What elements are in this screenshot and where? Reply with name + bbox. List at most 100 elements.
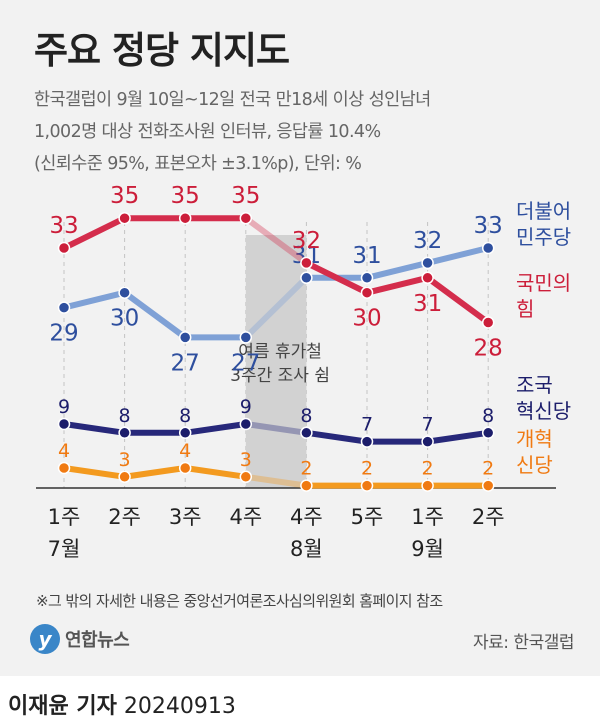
series-1-point bbox=[421, 256, 434, 270]
series-1-data-label: 30 bbox=[110, 306, 139, 332]
series-1-data-label: 32 bbox=[413, 228, 442, 254]
series-3-point bbox=[300, 426, 313, 440]
series-2-data-label: 30 bbox=[352, 306, 381, 332]
series-3-data-label: 7 bbox=[361, 414, 373, 436]
series-4-data-label: 3 bbox=[240, 449, 252, 471]
yonhap-logo-text: 연합뉴스 bbox=[65, 630, 130, 651]
series-1-data-label: 33 bbox=[474, 213, 503, 239]
month-label: 7월 bbox=[48, 537, 81, 561]
series-1-segment bbox=[364, 259, 431, 281]
legend-label: 민주당 bbox=[516, 225, 571, 249]
subtitle-line-3: (신뢰수준 95%, 표본오차 ±3.1%p), 단위: % bbox=[34, 154, 362, 174]
series-2-data-label: 35 bbox=[231, 183, 260, 209]
series-4-point bbox=[178, 461, 192, 475]
series-4-segment bbox=[242, 473, 310, 489]
series-3-point bbox=[178, 426, 192, 440]
series-3-point bbox=[118, 426, 131, 440]
series-1-segment bbox=[121, 289, 189, 341]
series-4-data-label: 3 bbox=[119, 449, 131, 471]
series-1-point bbox=[300, 271, 313, 285]
series-3-segment bbox=[182, 421, 249, 436]
series-2-point bbox=[421, 271, 434, 285]
series-3-segment bbox=[61, 421, 128, 436]
series-3-point bbox=[239, 417, 253, 431]
series-1-data-label: 29 bbox=[49, 321, 78, 347]
series-3-data-label: 8 bbox=[482, 405, 494, 427]
series-4-data-label: 4 bbox=[58, 440, 70, 462]
x-tick-label: 2주 bbox=[472, 505, 505, 529]
gap-annotation-line: 여름 휴가철 bbox=[238, 342, 322, 362]
source-label: 자료: 한국갤럽 bbox=[473, 633, 574, 653]
x-tick-label: 1주 bbox=[411, 505, 444, 529]
series-4-segment bbox=[121, 465, 189, 480]
x-tick-label: 1주 bbox=[48, 505, 81, 529]
series-4-point bbox=[118, 470, 131, 484]
series-2-point bbox=[300, 256, 313, 270]
series-3-data-label: 8 bbox=[119, 405, 131, 427]
series-1-point bbox=[360, 271, 374, 285]
series-2-segment bbox=[303, 259, 370, 296]
series-2-data-label: 31 bbox=[413, 291, 442, 317]
series-3-segment bbox=[424, 429, 492, 445]
yonhap-logo-icon: y bbox=[30, 624, 60, 654]
series-1-segment bbox=[61, 289, 128, 311]
series-1-point bbox=[178, 331, 192, 344]
series-2-point bbox=[178, 211, 192, 225]
series-4-segment bbox=[182, 465, 249, 480]
byline: 이재윤 기자 20240913 bbox=[8, 688, 236, 720]
month-label: 8월 bbox=[290, 537, 323, 561]
x-tick-label: 5주 bbox=[351, 505, 384, 529]
subtitle-line-1: 한국갤럽이 9월 10일~12일 전국 만18세 이상 성인남녀 bbox=[34, 90, 431, 110]
series-1-point bbox=[57, 301, 71, 314]
series-3-point bbox=[481, 426, 495, 440]
series-2-data-label: 28 bbox=[474, 336, 503, 362]
legend-label: 조국 bbox=[516, 373, 553, 397]
legend-label: 개혁 bbox=[516, 427, 553, 451]
series-2-point bbox=[57, 241, 71, 255]
series-1-data-label: 27 bbox=[231, 350, 260, 376]
legend-label: 힘 bbox=[516, 297, 534, 321]
footnote: ※그 밖의 자세한 내용은 중앙선거여론조사심의위원회 홈페이지 참조 bbox=[36, 592, 443, 610]
series-1-segment bbox=[424, 245, 492, 266]
series-1-data-label: 27 bbox=[171, 350, 200, 376]
series-2-data-label: 32 bbox=[292, 228, 321, 254]
series-4-segment bbox=[61, 465, 128, 480]
series-3-point bbox=[360, 435, 374, 448]
series-4-data-label: 2 bbox=[300, 458, 312, 480]
series-4-point bbox=[239, 470, 253, 484]
yonhap-logo: y 연합뉴스 bbox=[30, 624, 130, 654]
survey-gap-band bbox=[245, 235, 307, 488]
series-2-point bbox=[118, 211, 131, 225]
series-2-point bbox=[360, 286, 374, 299]
series-1-data-label: 31 bbox=[352, 243, 381, 269]
byline-reporter: 이재윤 기자 bbox=[8, 694, 117, 719]
x-tick-label: 3주 bbox=[169, 505, 202, 529]
series-3-point bbox=[421, 435, 434, 448]
series-2-data-label: 35 bbox=[110, 183, 139, 209]
series-3-point bbox=[57, 417, 71, 431]
series-2-segment bbox=[61, 215, 128, 251]
series-4-data-label: 4 bbox=[179, 440, 191, 462]
series-4-data-label: 2 bbox=[361, 458, 373, 480]
series-2-point bbox=[239, 211, 253, 225]
legend-label: 더불어 bbox=[516, 199, 571, 223]
gap-annotation-line: 3주간 조사 쉼 bbox=[230, 366, 330, 386]
x-tick-label: 4주 bbox=[229, 505, 262, 529]
series-3-segment bbox=[242, 421, 310, 436]
series-2-data-label: 33 bbox=[49, 213, 78, 239]
series-4-point bbox=[360, 479, 374, 492]
series-1-point bbox=[481, 241, 495, 255]
series-2-data-label: 35 bbox=[171, 183, 200, 209]
legend-label: 신당 bbox=[516, 453, 553, 477]
series-4-point bbox=[300, 479, 313, 492]
series-4-point bbox=[481, 479, 495, 492]
x-tick-label: 4주 bbox=[290, 505, 323, 529]
series-2-segment bbox=[364, 274, 431, 296]
series-3-data-label: 7 bbox=[422, 414, 434, 436]
series-3-segment bbox=[303, 429, 370, 445]
series-2-segment bbox=[242, 215, 310, 266]
series-2-segment bbox=[424, 274, 492, 326]
series-3-data-label: 8 bbox=[179, 405, 191, 427]
infographic-card: 주요 정당 지지도 한국갤럽이 9월 10일~12일 전국 만18세 이상 성인… bbox=[0, 0, 600, 676]
legend-label: 국민의 bbox=[516, 271, 571, 295]
